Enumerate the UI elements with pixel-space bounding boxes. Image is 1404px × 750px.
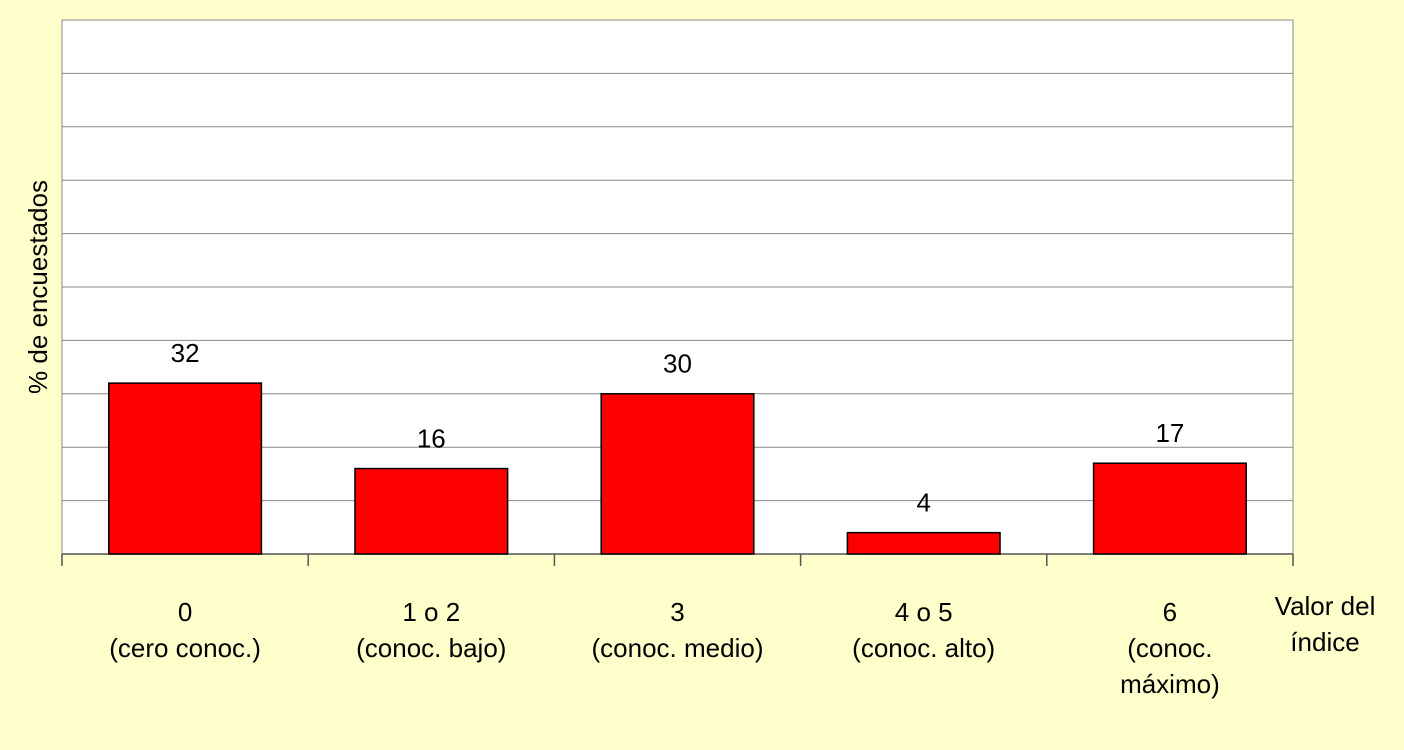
x-tick-label: 4 o 5 (conoc. alto) <box>852 597 995 663</box>
data-label: 16 <box>417 423 446 453</box>
bar <box>354 467 509 555</box>
data-label: 4 <box>916 488 930 518</box>
x-tick-label: 6 (conoc. máximo) <box>1120 597 1220 699</box>
bar <box>1092 462 1247 555</box>
data-label: 17 <box>1155 418 1184 448</box>
bar <box>600 393 755 555</box>
x-tick-label: 0 (cero conoc.) <box>109 597 261 663</box>
data-label: 32 <box>171 338 200 368</box>
x-tick-label: 1 o 2 (conoc. bajo) <box>356 597 506 663</box>
y-axis-label: % de encuestados <box>23 180 53 394</box>
x-tick-label: 3 (conoc. medio) <box>592 597 764 663</box>
bar <box>108 382 263 555</box>
x-axis-label: Valor del índice <box>1275 591 1376 657</box>
data-label: 30 <box>663 349 692 379</box>
bar <box>846 531 1001 555</box>
